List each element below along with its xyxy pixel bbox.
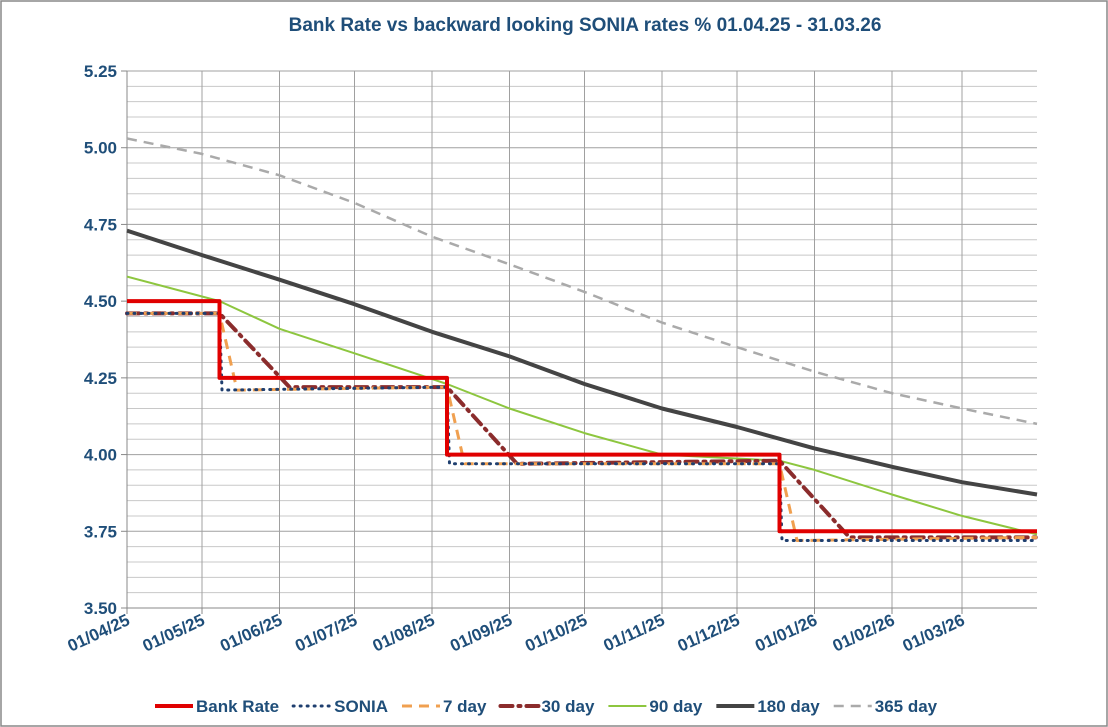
y-tick-label: 5.25 xyxy=(84,62,117,81)
series-line xyxy=(126,228,1038,497)
legend-label: SONIA xyxy=(334,697,388,716)
y-tick-label: 3.75 xyxy=(84,522,117,541)
legend-label: 7 day xyxy=(443,697,487,716)
legend: Bank Rate SONIA 7 day 30 day 90 day 180 day 36… xyxy=(155,697,938,716)
legend-label: Bank Rate xyxy=(196,697,279,716)
series-line xyxy=(125,311,1039,540)
legend-label: 180 day xyxy=(757,697,820,716)
series-line xyxy=(126,137,1038,426)
y-tick-label: 5.00 xyxy=(84,139,117,158)
legend-label: 30 day xyxy=(541,697,594,716)
y-tick-label: 4.75 xyxy=(84,215,117,234)
series-line xyxy=(127,311,1038,542)
y-tick-label: 4.25 xyxy=(84,369,117,388)
y-tick-label: 4.50 xyxy=(84,292,117,311)
y-tick-label: 4.00 xyxy=(84,446,117,465)
legend-label: 90 day xyxy=(649,697,702,716)
series-line xyxy=(127,299,1037,534)
chart-title: Bank Rate vs backward looking SONIA rate… xyxy=(289,15,882,36)
legend-label: 365 day xyxy=(875,697,938,716)
series-line xyxy=(126,275,1038,536)
y-tick-label: 3.50 xyxy=(84,599,117,618)
